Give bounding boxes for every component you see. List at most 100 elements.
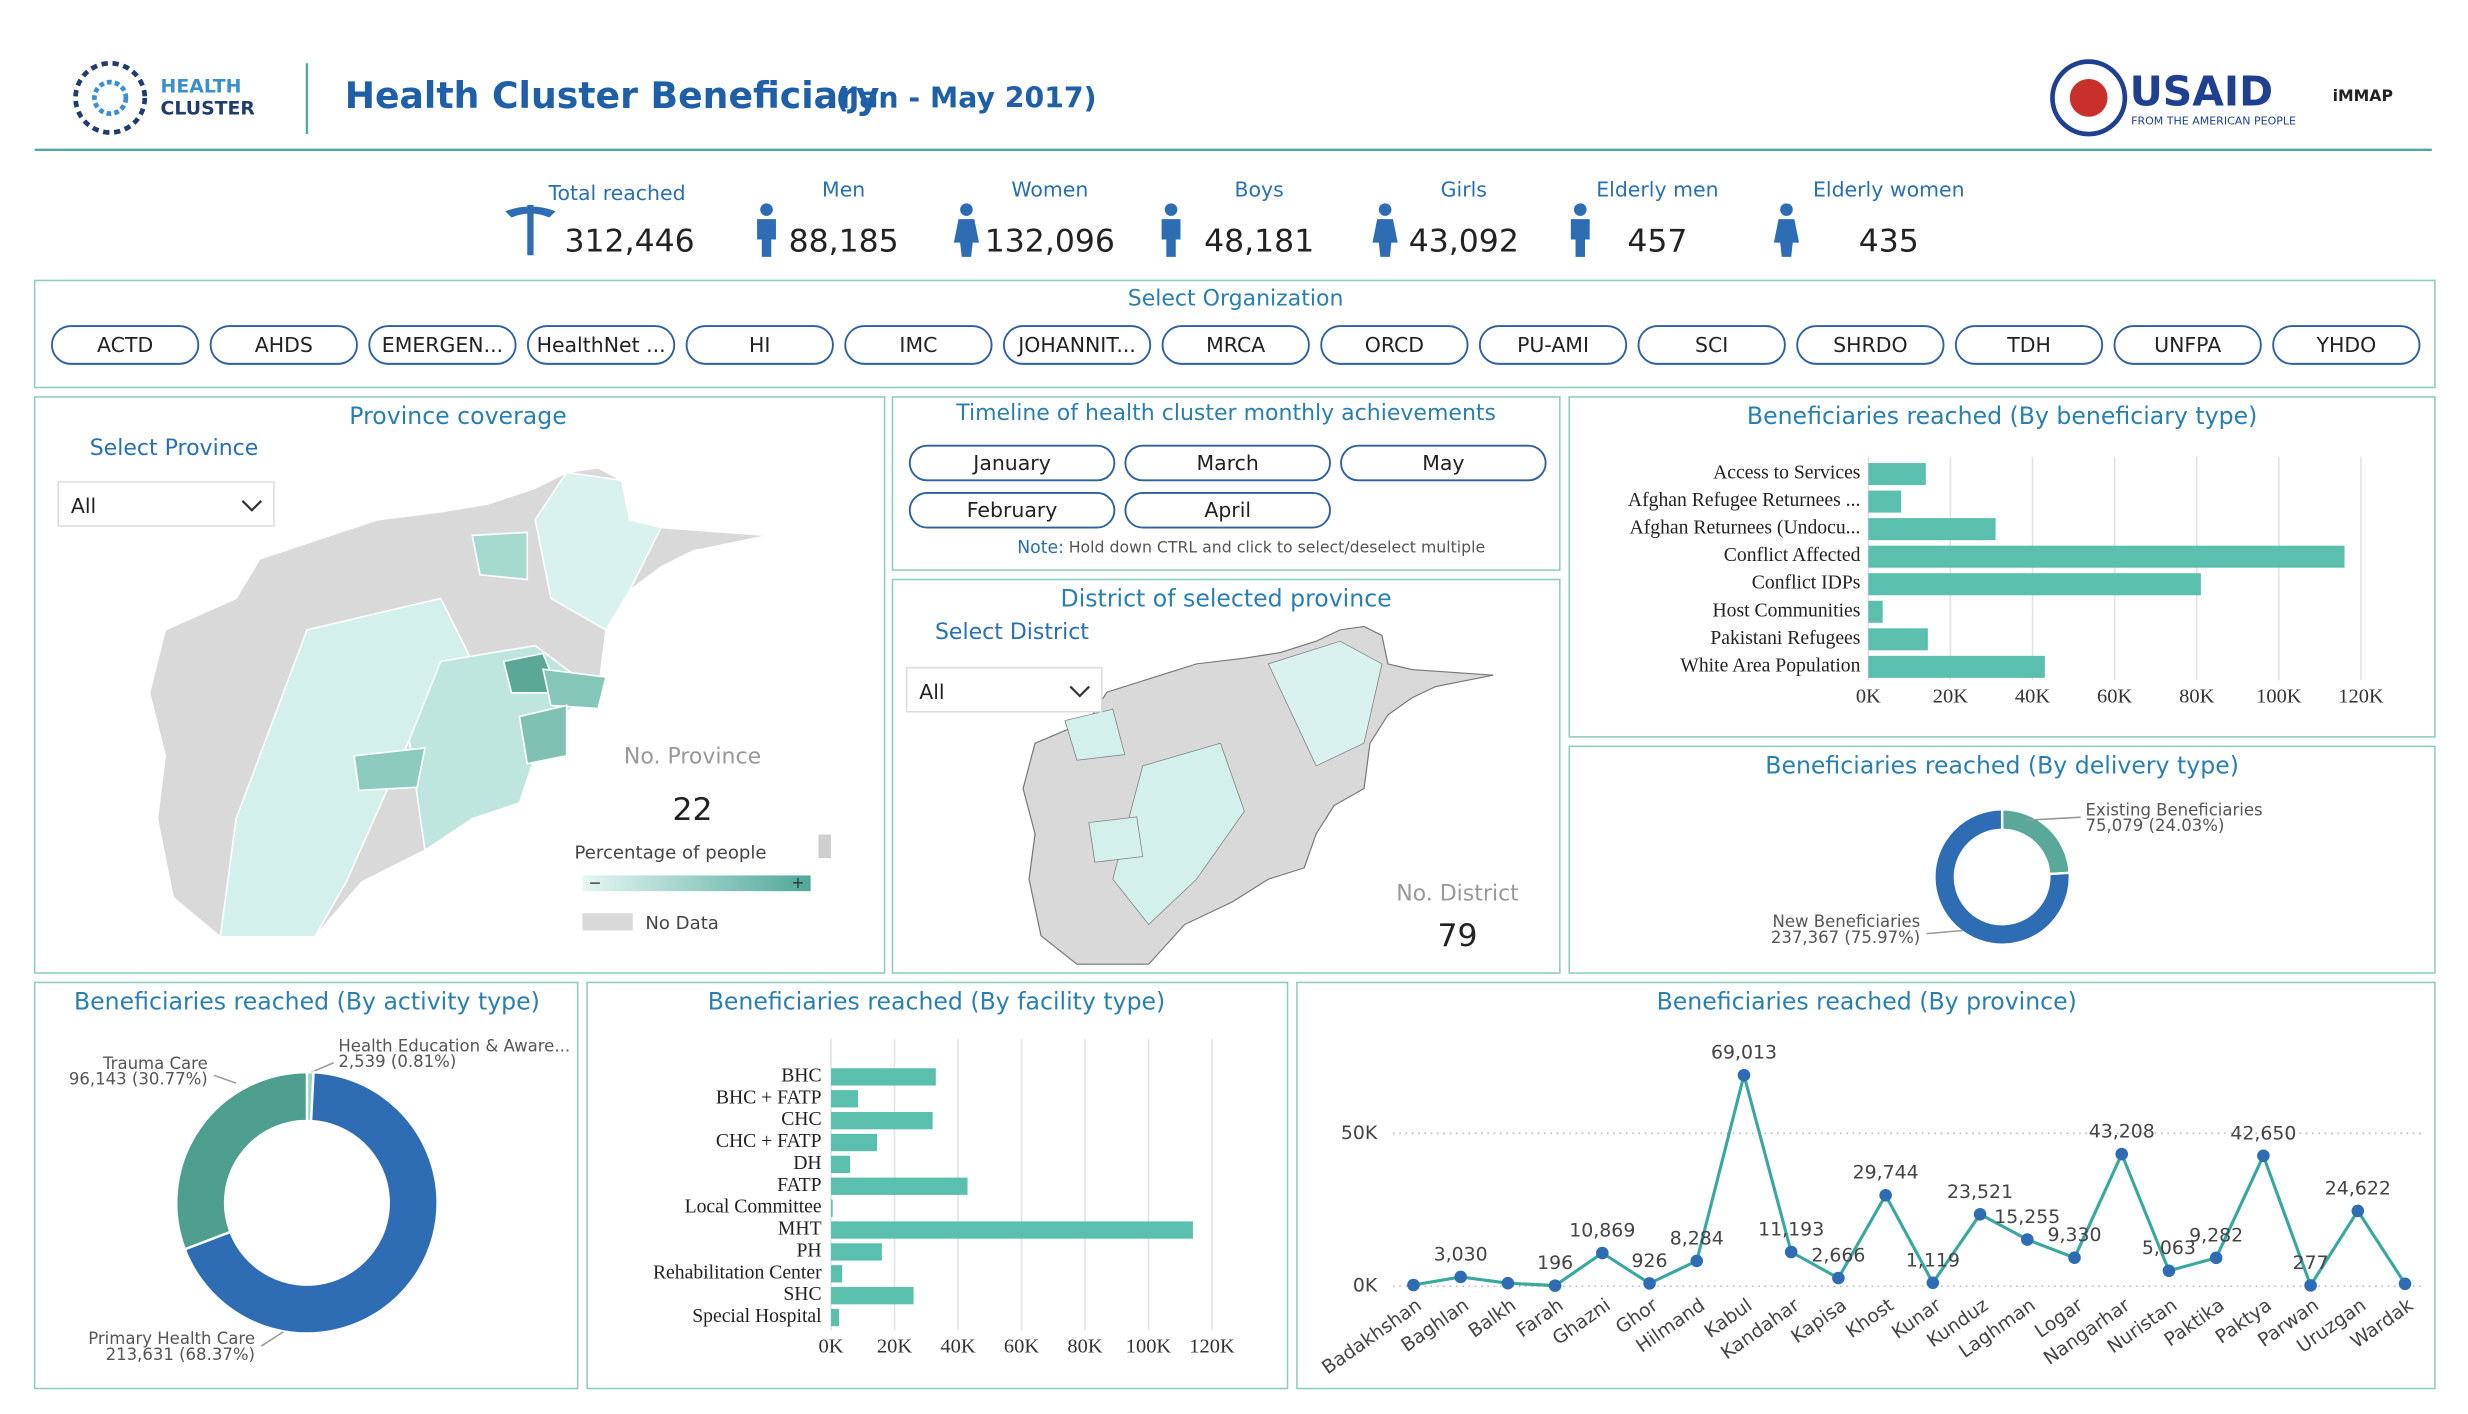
month-button[interactable]	[908, 491, 1116, 529]
kpi-icon	[1573, 203, 1587, 216]
y-tick-label: 0K	[1353, 1275, 1378, 1297]
bar	[1868, 463, 1926, 486]
y-tick-label: Host Communities	[1712, 599, 1860, 621]
kpi-value: 88,185	[789, 224, 899, 260]
no-data-swatch	[582, 913, 633, 931]
select-value: All	[71, 494, 96, 518]
data-point	[1737, 1068, 1751, 1082]
bar	[831, 1287, 914, 1305]
donut-slice	[1933, 808, 2071, 946]
slice-value: 2,539 (0.81%)	[338, 1052, 456, 1071]
x-tick-label: 0K	[1856, 685, 1881, 707]
x-tick-label: 80K	[2179, 685, 2214, 707]
data-point	[1879, 1188, 1892, 1202]
data-point	[2304, 1279, 2317, 1292]
leader-line	[2025, 816, 2081, 822]
kpi-value: 43,092	[1409, 224, 1519, 260]
page-title: Health Cluster Beneficiary	[345, 74, 880, 117]
legend-handle	[818, 834, 832, 859]
dropdown-caret	[241, 500, 263, 512]
x-tick-label: 80K	[1067, 1335, 1102, 1357]
slice-value: 96,143 (30.77%)	[69, 1070, 208, 1089]
organization-button[interactable]	[50, 325, 200, 365]
data-point	[1973, 1208, 1987, 1221]
data-point	[2068, 1251, 2081, 1264]
district-map	[1022, 625, 1494, 965]
data-point	[2115, 1147, 2129, 1161]
organization-label: TDH	[2006, 333, 2051, 357]
month-label: May	[1422, 451, 1464, 475]
month-button[interactable]	[1124, 444, 1331, 482]
data-point	[2162, 1264, 2176, 1278]
logo-mark	[73, 60, 148, 135]
organization-button[interactable]	[1320, 325, 1469, 365]
organization-button[interactable]	[526, 325, 676, 365]
data-label: 9,330	[2047, 1224, 2101, 1246]
logo-text: CLUSTER	[161, 97, 256, 119]
leader-line	[1926, 929, 1963, 935]
month-button[interactable]	[1124, 491, 1331, 529]
organization-button[interactable]	[2113, 325, 2262, 365]
kpi-icon	[1780, 203, 1793, 216]
data-point	[2020, 1233, 2034, 1246]
organization-button[interactable]	[844, 325, 993, 365]
y-tick-label: SHC	[783, 1283, 821, 1305]
organization-button[interactable]	[209, 325, 358, 365]
data-label: 2,666	[1811, 1245, 1865, 1267]
district-select[interactable]	[905, 666, 1103, 713]
kpi-label: Women	[1011, 178, 1088, 202]
kpi-icon	[1161, 219, 1181, 257]
legend-gradient	[582, 875, 811, 892]
data-point	[1596, 1246, 1609, 1260]
slice-label: Trauma Care	[102, 1054, 208, 1073]
organization-label: EMERGEN...	[382, 333, 503, 357]
legend-max: +	[791, 873, 804, 892]
month-button[interactable]	[1340, 444, 1547, 482]
data-label: 277	[2293, 1252, 2329, 1274]
x-tick-label: 60K	[2097, 685, 2132, 707]
organization-button[interactable]	[2272, 325, 2421, 365]
province-select[interactable]	[57, 481, 275, 527]
y-tick-label: Pakistani Refugees	[1710, 627, 1860, 649]
kpi-icon	[1372, 219, 1398, 257]
y-tick-label: MHT	[778, 1218, 822, 1240]
bar	[831, 1133, 878, 1152]
kpi-value: 48,181	[1204, 224, 1314, 260]
chart-panel	[1296, 981, 2436, 1390]
data-label: 926	[1632, 1250, 1668, 1272]
kpi-label: Total reached	[547, 181, 685, 205]
organization-button[interactable]	[1161, 325, 1310, 365]
kpi-label: Girls	[1441, 178, 1487, 202]
y-tick-label: Afghan Returnees (Undocu...	[1630, 517, 1861, 539]
organization-label: HealthNet ...	[537, 333, 666, 357]
leader-line	[311, 1061, 334, 1073]
organization-label: SCI	[1695, 333, 1728, 357]
organization-label: HI	[749, 333, 770, 357]
organization-button[interactable]	[1478, 325, 1628, 365]
slice-value: 213,631 (68.37%)	[106, 1345, 255, 1364]
x-tick-label: 20K	[1933, 685, 1968, 707]
organization-button[interactable]	[1002, 325, 1152, 365]
organization-button[interactable]	[685, 325, 834, 365]
count-value: 79	[1437, 918, 1477, 954]
x-tick-label: 40K	[2015, 685, 2050, 707]
organization-label: UNFPA	[2154, 333, 2221, 357]
note: Hold down CTRL and click to select/desel…	[1069, 538, 1485, 557]
sponsor: USAID	[2130, 68, 2274, 116]
bar	[831, 1090, 859, 1108]
organization-button[interactable]	[368, 325, 517, 365]
data-label: 11,193	[1758, 1218, 1824, 1240]
data-point	[2351, 1204, 2365, 1218]
legend-title: Percentage of people	[575, 842, 767, 863]
logo-text: HEALTH	[161, 75, 242, 97]
bar	[831, 1177, 968, 1195]
organization-button[interactable]	[1637, 325, 1786, 365]
kpi-icon	[760, 203, 773, 216]
organization-button[interactable]	[1954, 325, 2104, 365]
data-point	[1643, 1277, 1656, 1290]
organization-button[interactable]	[1796, 325, 1945, 365]
y-tick-label: 50K	[1341, 1122, 1378, 1144]
slice-value: 75,079 (24.03%)	[2086, 816, 2225, 835]
month-button[interactable]	[908, 444, 1116, 482]
data-point	[1832, 1271, 1845, 1285]
